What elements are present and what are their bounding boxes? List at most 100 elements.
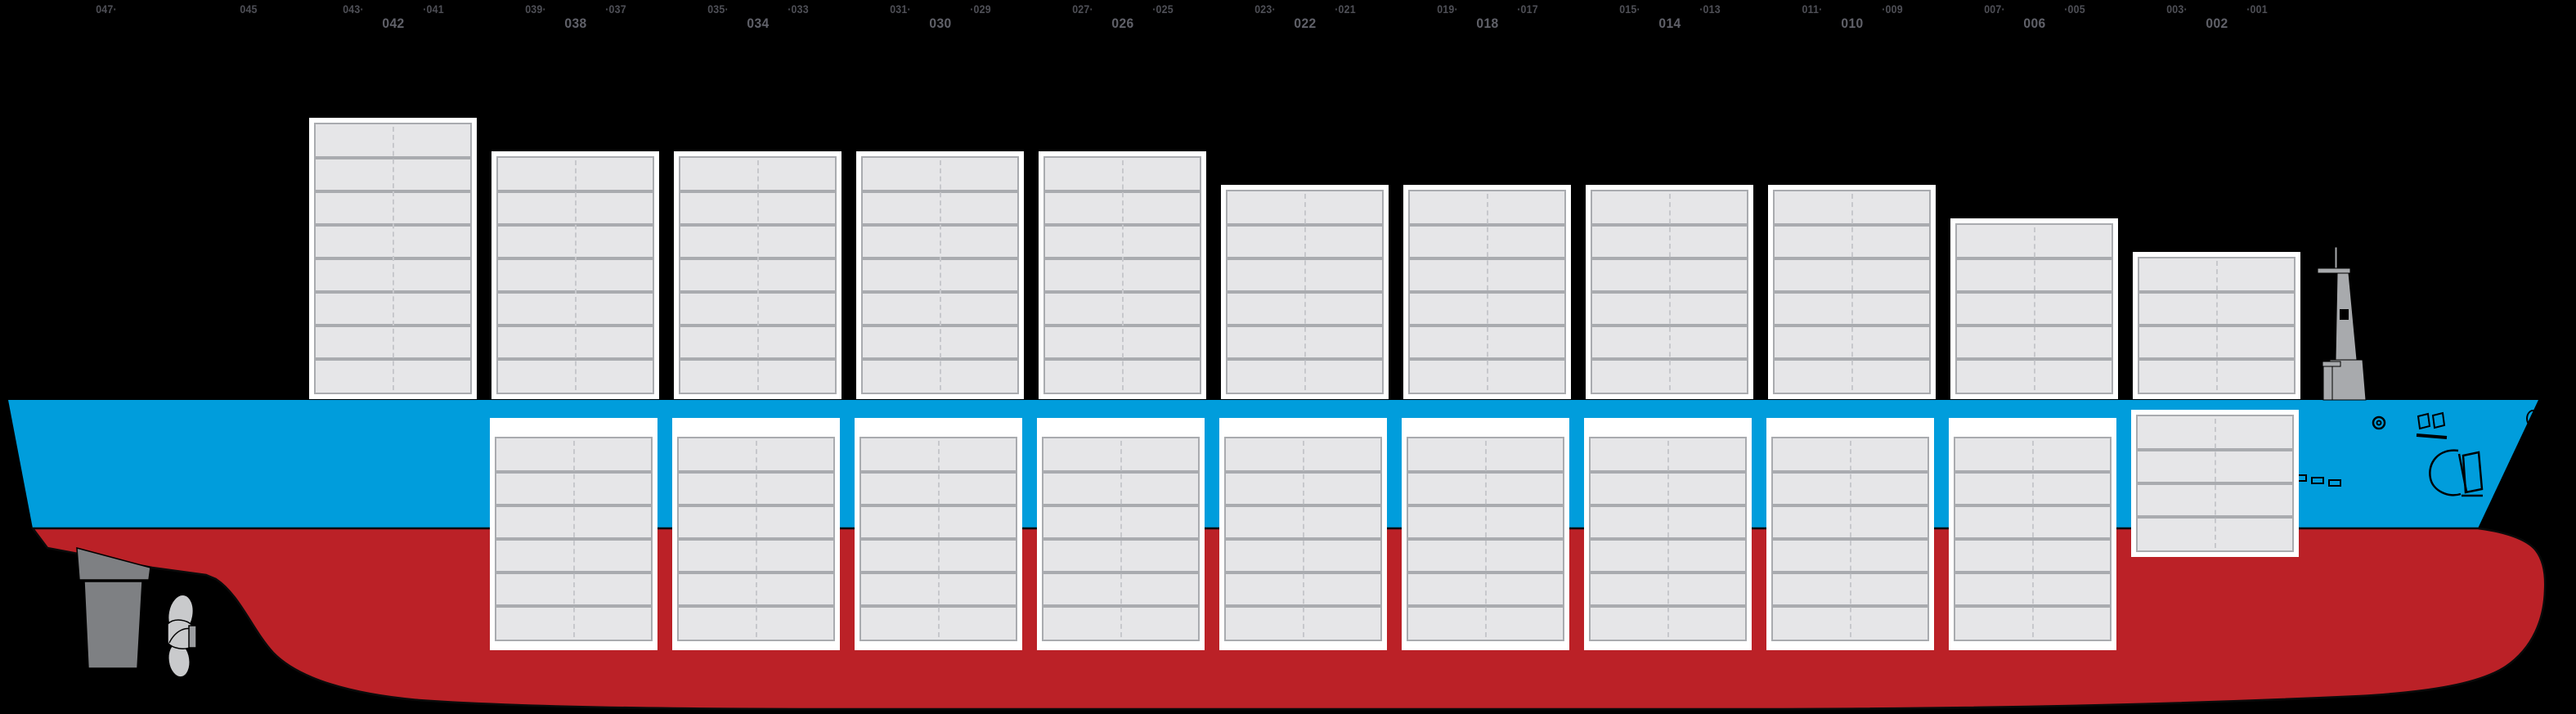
container-cell-block: [861, 156, 1019, 394]
twenty-foot-split-line: [2031, 441, 2034, 637]
bay-label-010: 010: [1840, 16, 1864, 31]
bay-label-015: 015·: [1618, 3, 1640, 16]
twenty-foot-split-line: [2214, 419, 2216, 548]
above-deck-stack-bay-010[interactable]: [1768, 185, 1936, 399]
bay-label-011: 011·: [1802, 3, 1822, 16]
mast-window: [2340, 309, 2349, 320]
twenty-foot-split-line: [2033, 227, 2035, 390]
twenty-foot-split-line: [2215, 261, 2218, 390]
below-deck-hold-bay-018[interactable]: [1402, 418, 1569, 650]
container-cell-block: [496, 156, 654, 394]
propeller-hub: [188, 625, 197, 649]
twenty-foot-split-line: [1304, 194, 1306, 390]
twenty-foot-split-line: [1849, 441, 1851, 637]
bay-label-019: 019·: [1436, 3, 1458, 16]
container-cell-block: [1226, 190, 1384, 394]
bay-label-001: ·001: [2246, 3, 2268, 16]
above-deck-stack-bay-022[interactable]: [1221, 185, 1389, 399]
twenty-foot-split-line: [1667, 441, 1669, 637]
below-deck-hold-bay-002[interactable]: [2131, 410, 2299, 557]
above-deck-stack-bay-034[interactable]: [674, 151, 841, 399]
container-cell-block: [1773, 190, 1931, 394]
twenty-foot-split-line: [939, 160, 941, 390]
container-cell-block: [1042, 437, 1200, 641]
anchor-icon: [2429, 449, 2484, 497]
twenty-foot-split-line: [574, 160, 577, 390]
twenty-foot-split-line: [1486, 194, 1488, 390]
twenty-foot-split-line: [756, 160, 759, 390]
container-cell-block: [495, 437, 653, 641]
below-deck-hold-bay-006[interactable]: [1949, 418, 2116, 650]
container-cell-block: [679, 156, 837, 394]
above-deck-stack-bay-018[interactable]: [1403, 185, 1571, 399]
bay-label-002: 002: [2205, 16, 2228, 31]
twenty-foot-split-line: [572, 441, 575, 637]
container-cell-block: [1043, 156, 1201, 394]
bay-label-007: 007·: [1983, 3, 2005, 16]
bay-label-038: 038: [563, 16, 587, 31]
below-deck-hold-bay-034[interactable]: [672, 418, 840, 650]
bay-label-018: 018: [1475, 16, 1499, 31]
bay-label-042: 042: [381, 16, 405, 31]
bay-label-029: ·029: [969, 3, 991, 16]
twenty-foot-split-line: [1668, 194, 1671, 390]
container-cell-block: [677, 437, 835, 641]
below-deck-hold-bay-022[interactable]: [1219, 418, 1387, 650]
bay-label-023: 023·: [1254, 3, 1276, 16]
twenty-foot-split-line: [937, 441, 940, 637]
below-deck-hold-bay-038[interactable]: [490, 418, 657, 650]
twenty-foot-split-line: [1121, 160, 1124, 390]
twenty-foot-split-line: [1851, 194, 1853, 390]
above-deck-stack-bay-014[interactable]: [1586, 185, 1753, 399]
container-cell-block: [1407, 437, 1564, 641]
bay-label-026: 026: [1111, 16, 1134, 31]
foremast: [2317, 246, 2367, 401]
container-cell-block: [1589, 437, 1747, 641]
bay-label-039: 039·: [524, 3, 546, 16]
container-cell-block: [1408, 190, 1566, 394]
bay-label-030: 030: [928, 16, 952, 31]
twenty-foot-split-line: [1484, 441, 1487, 637]
bay-label-017: ·017: [1516, 3, 1538, 16]
bay-label-043: 043·: [342, 3, 364, 16]
twenty-foot-split-line: [1302, 441, 1304, 637]
below-deck-hold-bay-010[interactable]: [1766, 418, 1934, 650]
above-deck-stack-bay-042[interactable]: [309, 118, 477, 399]
container-cell-block: [2136, 415, 2294, 552]
container-cell-block: [859, 437, 1017, 641]
bay-label-013: ·013: [1699, 3, 1721, 16]
bay-label-009: ·009: [1881, 3, 1903, 16]
twenty-foot-split-line: [1120, 441, 1122, 637]
above-deck-stack-bay-002[interactable]: [2133, 252, 2300, 399]
bow-flag-icon: [2526, 410, 2538, 428]
bay-label-006: 006: [2022, 16, 2046, 31]
bay-label-031: 031·: [889, 3, 911, 16]
twenty-foot-split-line: [392, 127, 394, 390]
porthole-inner: [2376, 420, 2382, 426]
bay-label-033: ·033: [787, 3, 809, 16]
container-cell-block: [1591, 190, 1748, 394]
container-cell-block: [1771, 437, 1929, 641]
bay-label-045: 045: [240, 3, 258, 16]
bay-label-047: 047·: [96, 3, 117, 16]
bay-label-035: 035·: [707, 3, 729, 16]
below-deck-hold-bay-026[interactable]: [1037, 418, 1205, 650]
twenty-foot-split-line: [755, 441, 757, 637]
bridge-windows: [2417, 411, 2446, 430]
above-deck-stack-bay-030[interactable]: [856, 151, 1024, 399]
above-deck-stack-bay-026[interactable]: [1039, 151, 1206, 399]
bay-label-014: 014: [1658, 16, 1681, 31]
bay-label-041: ·041: [422, 3, 444, 16]
below-deck-hold-bay-030[interactable]: [855, 418, 1022, 650]
above-deck-stack-bay-006[interactable]: [1950, 218, 2118, 399]
bay-label-034: 034: [746, 16, 770, 31]
above-deck-stack-bay-038[interactable]: [491, 151, 659, 399]
bay-label-022: 022: [1293, 16, 1317, 31]
rudder-horn: [76, 547, 151, 581]
bay-label-025: ·025: [1151, 3, 1174, 16]
bay-label-027: 027·: [1071, 3, 1093, 16]
rudder-blade: [83, 581, 143, 669]
below-deck-hold-bay-014[interactable]: [1584, 418, 1752, 650]
bay-label-021: ·021: [1334, 3, 1356, 16]
